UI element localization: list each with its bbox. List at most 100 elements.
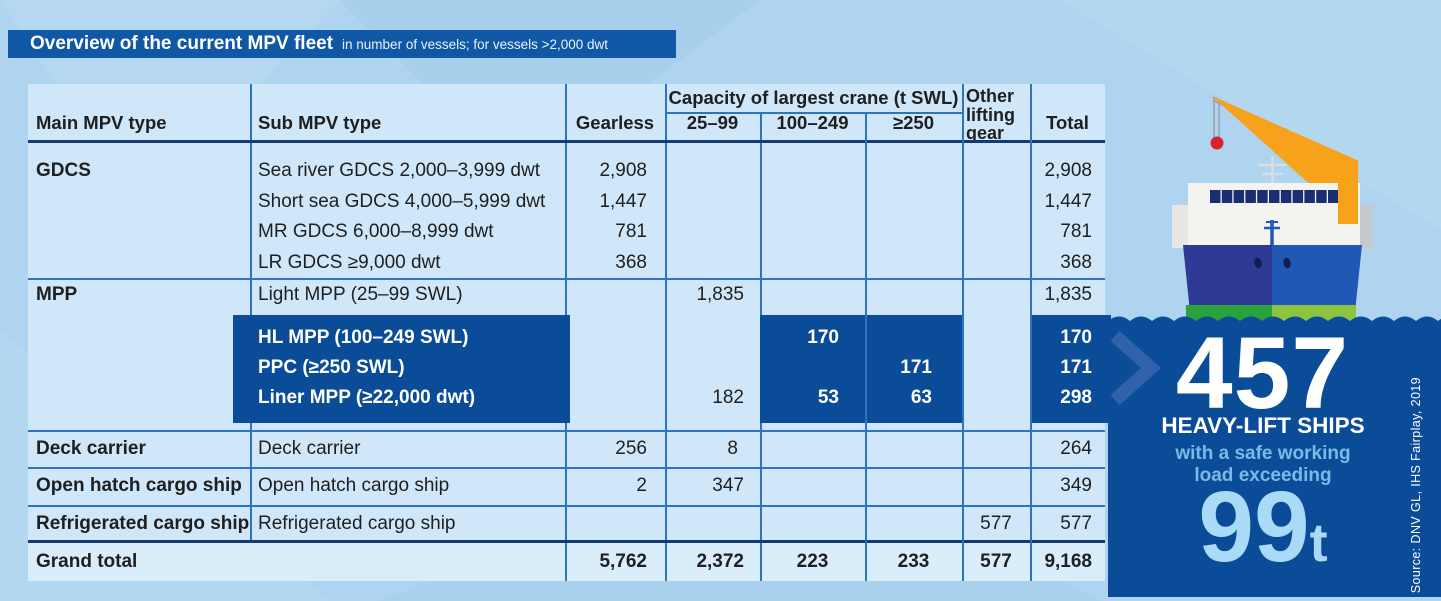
- gridline: [962, 84, 964, 581]
- bridge-windows: [1210, 190, 1339, 203]
- grand-100-249: 223: [796, 551, 829, 572]
- superstructure-left-wing: [1172, 205, 1192, 248]
- value-25-99: 347: [712, 475, 744, 496]
- sub-type-highlight: Liner MPP (≥22,000 dwt): [258, 387, 476, 408]
- gridline: [565, 84, 567, 315]
- value-other-lifting-gear: 577: [980, 513, 1012, 534]
- sub-type: Short sea GDCS 4,000–5,999 dwt: [258, 190, 546, 212]
- col-header-100-249: 100–249: [776, 112, 849, 133]
- page-subtitle: in number of vessels; for vessels >2,000…: [342, 37, 609, 52]
- highlight-cell-250: [865, 315, 962, 423]
- hull-port-side: [1183, 245, 1272, 312]
- main-type-open-hatch: Open hatch cargo ship: [36, 475, 242, 496]
- value-25-99: 182: [712, 387, 744, 408]
- highlight-cell-100-249: [760, 315, 865, 423]
- gridline: [250, 423, 252, 543]
- sub-type: Open hatch cargo ship: [258, 475, 450, 496]
- subtext-line1: with a safe working: [1175, 443, 1351, 464]
- col-header-250: ≥250: [892, 112, 935, 133]
- value-gearless: 1,447: [599, 190, 647, 212]
- value-250: 63: [910, 387, 932, 408]
- heavy-lift-count: 457: [1175, 316, 1350, 430]
- gridline: [565, 423, 567, 581]
- sub-type: Deck carrier: [258, 437, 361, 459]
- col-header-main: Main MPV type: [36, 112, 167, 133]
- superstructure-right-wing: [1356, 205, 1373, 248]
- value-gearless: 781: [615, 221, 647, 243]
- ship-mast: [1258, 156, 1287, 185]
- highlight-subtype-box: [233, 315, 570, 423]
- col-header-sub: Sub MPV type: [258, 112, 382, 133]
- value-total: 298: [1060, 387, 1092, 408]
- main-type-refrigerated: Refrigerated cargo ship: [36, 513, 250, 534]
- gridline: [865, 114, 867, 581]
- subtext-line2: load exceeding: [1194, 464, 1332, 486]
- value-gearless: 2,908: [599, 160, 647, 182]
- value-25-99: 8: [727, 437, 738, 459]
- value-100-249: 53: [817, 387, 839, 408]
- col-group-header-capacity: Capacity of largest crane (t SWL): [668, 87, 959, 108]
- load-figure: 99t: [1138, 477, 1388, 577]
- value-total: 170: [1060, 327, 1092, 348]
- grand-other: 577: [980, 551, 1012, 572]
- sub-type: Refrigerated cargo ship: [258, 513, 456, 534]
- crane-hook-icon: [1210, 136, 1224, 150]
- col-header-25-99: 25–99: [686, 112, 739, 133]
- sub-type: Light MPP (25–99 SWL): [258, 284, 463, 305]
- water: [1108, 316, 1441, 597]
- grand-total-row-fill: [28, 543, 1105, 581]
- grand-gearless: 5,762: [599, 551, 647, 572]
- capacity-underline: [665, 112, 962, 114]
- sub-type-highlight: HL MPP (100–249 SWL): [258, 327, 469, 348]
- hull-starboard-side: [1272, 245, 1362, 312]
- value-250: 171: [900, 357, 932, 378]
- row-separator: [28, 430, 1105, 432]
- col-header-other-lifting-gear: Other lifting gear: [966, 86, 1015, 143]
- load-unit: t: [1309, 513, 1328, 573]
- page-title: Overview of the current MPV fleet: [30, 33, 334, 54]
- sub-type: Sea river GDCS 2,000–3,999 dwt: [258, 160, 540, 182]
- value-total: 1,447: [1044, 190, 1092, 212]
- value-total: 349: [1060, 475, 1092, 496]
- sub-type: MR GDCS 6,000–8,999 dwt: [258, 221, 494, 243]
- main-type-mpp: MPP: [36, 284, 78, 305]
- gridline: [250, 84, 252, 315]
- col-header-total: Total: [1046, 112, 1089, 133]
- fleet-table: Main MPV type Sub MPV type Gearless Capa…: [28, 84, 1111, 581]
- value-total: 368: [1060, 251, 1092, 273]
- title-bar: Overview of the current MPV fleet in num…: [8, 30, 676, 58]
- row-separator: [28, 505, 1105, 507]
- value-total: 1,835: [1044, 284, 1092, 305]
- grand-total-top-rule: [28, 540, 1105, 543]
- heavy-lift-label: HEAVY-LIFT SHIPS: [1161, 413, 1365, 438]
- sub-type: LR GDCS ≥9,000 dwt: [258, 251, 441, 273]
- value-total: 2,908: [1044, 160, 1092, 182]
- value-gearless: 2: [636, 475, 647, 496]
- grand-total-label: Grand total: [36, 551, 138, 572]
- sub-type-highlight: PPC (≥250 SWL): [258, 357, 405, 378]
- chevron-right-icon: [1110, 330, 1162, 406]
- source-text: Source: DNV GL, IHS Fairplay, 2019: [1409, 376, 1423, 594]
- crane-jib: [1212, 96, 1357, 208]
- value-100-249: 170: [807, 327, 839, 348]
- value-gearless: 256: [615, 437, 647, 459]
- crane-pillar-front: [1338, 183, 1358, 224]
- highlight-cell-total: [1030, 315, 1111, 423]
- value-gearless: 368: [615, 251, 647, 273]
- gridline: [665, 84, 667, 581]
- heavy-lift-ship-illustration: [1108, 96, 1441, 597]
- col-header-gearless: Gearless: [575, 112, 655, 133]
- heavy-lift-subtext: with a safe working load exceeding: [1138, 443, 1388, 486]
- value-total: 577: [1060, 513, 1092, 534]
- load-value: 99: [1198, 471, 1310, 583]
- grand-25-99: 2,372: [696, 551, 744, 572]
- header-bottom-rule: [28, 140, 1105, 143]
- source-credit: Source: DNV GL, IHS Fairplay, 2019: [1402, 376, 1430, 594]
- grand-250: 233: [897, 551, 930, 572]
- main-type-deck-carrier: Deck carrier: [36, 437, 146, 459]
- bow-mast: [1264, 220, 1280, 248]
- value-total: 171: [1060, 357, 1092, 378]
- row-separator: [28, 278, 1105, 280]
- gridline: [1030, 84, 1032, 581]
